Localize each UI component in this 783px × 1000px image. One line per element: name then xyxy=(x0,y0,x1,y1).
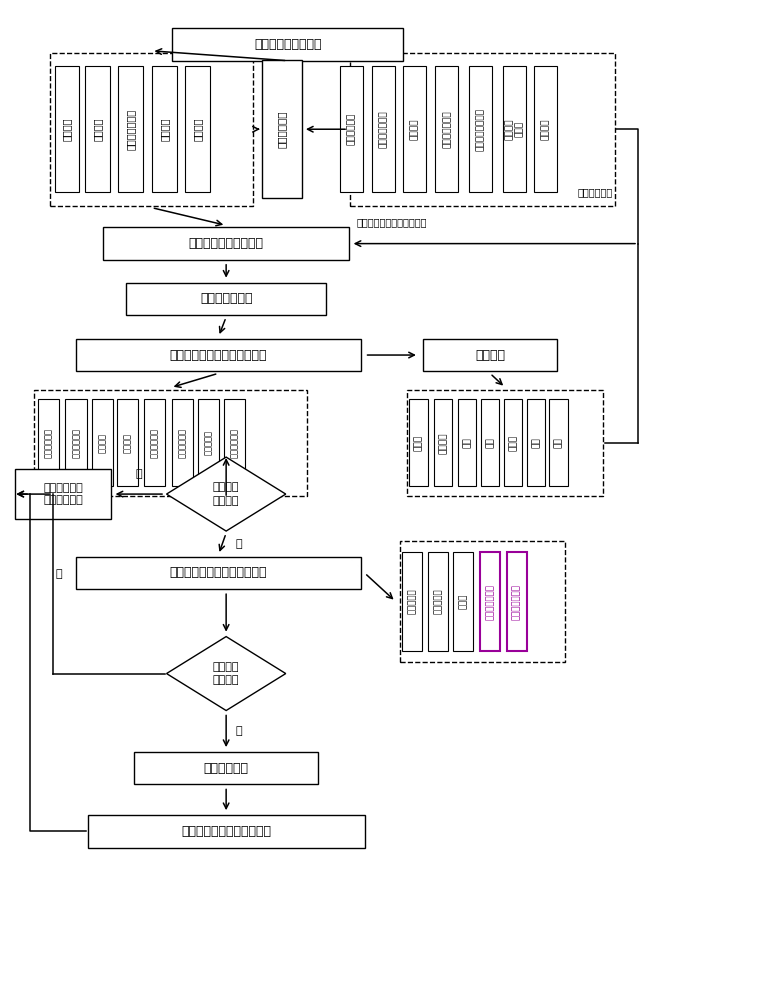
Text: 否: 否 xyxy=(56,569,62,579)
Text: 是: 是 xyxy=(236,726,242,736)
Text: 含水层的分布: 含水层的分布 xyxy=(347,113,356,145)
Bar xyxy=(92,399,113,486)
Text: 地层岩性: 地层岩性 xyxy=(62,117,72,141)
Text: 地质构造: 地质构造 xyxy=(92,117,103,141)
Text: 是: 是 xyxy=(236,539,242,549)
Bar xyxy=(407,390,604,496)
Bar xyxy=(453,552,473,651)
Bar xyxy=(481,399,500,486)
Bar xyxy=(428,552,449,651)
Text: 地质条件复杂程度分级: 地质条件复杂程度分级 xyxy=(189,237,264,250)
Bar xyxy=(171,399,193,486)
Bar xyxy=(423,339,557,371)
Bar xyxy=(403,66,426,192)
Bar xyxy=(76,339,361,371)
Text: 水压: 水压 xyxy=(485,437,494,448)
Text: 隧道突泥预报: 隧道突泥预报 xyxy=(178,428,187,458)
Text: 是否存在
不良地质: 是否存在 不良地质 xyxy=(213,482,240,506)
Text: 形变: 形变 xyxy=(532,437,540,448)
Bar xyxy=(85,66,110,192)
Text: 煤层瓦斯预报: 煤层瓦斯预报 xyxy=(150,428,159,458)
Bar xyxy=(224,399,245,486)
Bar xyxy=(503,66,526,192)
Bar xyxy=(88,815,365,848)
Text: 重要地质结构面: 重要地质结构面 xyxy=(442,110,451,148)
Bar xyxy=(118,66,143,192)
Text: 提出规避风险的措施和建议: 提出规避风险的措施和建议 xyxy=(181,825,271,838)
Text: 降雨量: 降雨量 xyxy=(414,435,423,451)
Text: 地震: 地震 xyxy=(554,437,563,448)
Text: 综合分析与判断: 综合分析与判断 xyxy=(200,292,252,305)
Text: 否: 否 xyxy=(135,469,143,479)
Text: 超前导坑预报法: 超前导坑预报法 xyxy=(485,584,494,620)
Bar xyxy=(262,60,301,198)
Bar xyxy=(38,399,60,486)
Bar xyxy=(134,752,319,784)
Bar xyxy=(480,552,500,651)
Bar xyxy=(34,390,307,496)
Bar xyxy=(66,399,87,486)
Polygon shape xyxy=(167,637,286,711)
Polygon shape xyxy=(167,457,286,531)
Bar xyxy=(340,66,363,192)
Text: 断层位置: 断层位置 xyxy=(410,118,419,140)
Bar xyxy=(55,66,79,192)
Bar xyxy=(117,399,139,486)
Bar xyxy=(435,66,458,192)
Bar xyxy=(349,53,615,206)
Bar xyxy=(153,66,177,192)
Text: 开隧道进
度形态: 开隧道进 度形态 xyxy=(505,118,524,140)
Text: 超前钻探法: 超前钻探法 xyxy=(434,589,443,614)
Bar xyxy=(103,227,349,260)
Bar xyxy=(507,552,527,651)
Bar xyxy=(126,283,327,315)
Bar xyxy=(503,399,522,486)
Text: 实时监测: 实时监测 xyxy=(475,349,505,362)
Text: 水温: 水温 xyxy=(463,437,471,448)
Text: 三维地质演示: 三维地质演示 xyxy=(276,110,287,148)
Text: 物探法: 物探法 xyxy=(459,594,467,609)
Bar xyxy=(457,399,476,486)
Bar xyxy=(402,552,422,651)
Text: 是否存在
不良地质: 是否存在 不良地质 xyxy=(213,662,240,685)
Text: 掌子面前方基本地质条件预报: 掌子面前方基本地质条件预报 xyxy=(170,349,267,362)
Text: 含石油天然气: 含石油天然气 xyxy=(230,428,239,458)
Text: 发放施工许可
证，继续施工: 发放施工许可 证，继续施工 xyxy=(43,483,83,505)
Text: 地下水位: 地下水位 xyxy=(438,432,448,454)
Text: 提出预报方案，采取方法手段: 提出预报方案，采取方法手段 xyxy=(170,566,267,579)
Text: 断层预报: 断层预报 xyxy=(98,433,106,453)
Text: 调整地质条件复杂程度分级: 调整地质条件复杂程度分级 xyxy=(357,217,428,227)
Text: 岩溶预报: 岩溶预报 xyxy=(123,433,132,453)
Text: 调整三维模型: 调整三维模型 xyxy=(578,187,613,197)
Text: 隧道涌水预报: 隧道涌水预报 xyxy=(72,428,81,458)
Bar xyxy=(410,399,428,486)
Bar xyxy=(399,541,565,662)
Bar xyxy=(527,399,545,486)
Bar xyxy=(197,399,219,486)
Text: 地质调查法: 地质调查法 xyxy=(408,589,417,614)
Text: 特殊地层的分布: 特殊地层的分布 xyxy=(379,110,388,148)
Bar xyxy=(372,66,395,192)
Text: 涌水量: 涌水量 xyxy=(508,435,518,451)
Bar xyxy=(434,399,453,486)
Text: 围岩岩性分布范围: 围岩岩性分布范围 xyxy=(476,108,485,151)
Bar xyxy=(469,66,493,192)
Text: 围岩破碎程度: 围岩破碎程度 xyxy=(44,428,53,458)
Bar xyxy=(76,557,361,589)
Bar xyxy=(144,399,165,486)
Text: 掌子面地质素描: 掌子面地质素描 xyxy=(512,584,521,620)
Bar xyxy=(534,66,557,192)
Text: 不良地质: 不良地质 xyxy=(160,117,170,141)
Bar xyxy=(49,53,254,206)
Text: 三维隧道: 三维隧道 xyxy=(541,118,550,140)
Text: 重要地质结构面: 重要地质结构面 xyxy=(126,109,135,150)
Bar xyxy=(549,399,568,486)
Text: 地质调查和设计资料: 地质调查和设计资料 xyxy=(254,38,321,51)
Bar xyxy=(172,28,403,61)
Bar xyxy=(186,66,210,192)
Bar xyxy=(15,469,111,519)
Text: 提出预警预报: 提出预警预报 xyxy=(204,762,249,775)
Text: 水文地质: 水文地质 xyxy=(193,117,203,141)
Text: 放射性物质: 放射性物质 xyxy=(204,430,213,455)
